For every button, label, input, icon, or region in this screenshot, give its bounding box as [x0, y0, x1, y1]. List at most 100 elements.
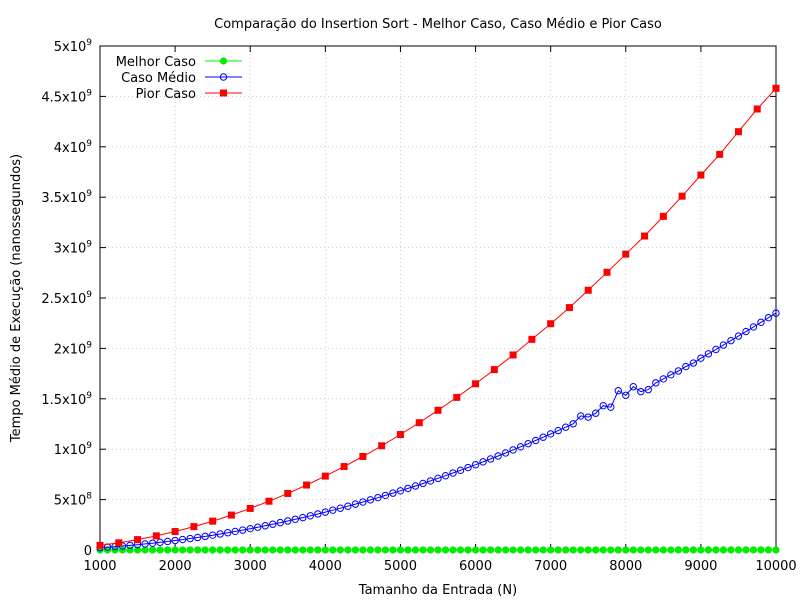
data-point	[531, 436, 540, 445]
data-point	[434, 546, 442, 554]
data-point	[351, 546, 359, 554]
data-point	[674, 367, 683, 375]
data-point	[246, 546, 254, 554]
x-tick-label: 9000	[684, 559, 717, 574]
data-point	[261, 546, 269, 554]
data-point	[209, 546, 217, 554]
data-point	[374, 493, 382, 502]
series-line	[99, 87, 777, 546]
data-point	[190, 523, 198, 531]
y-tick-label: 5x108	[54, 492, 93, 509]
data-point	[749, 323, 758, 331]
series-3	[96, 84, 780, 549]
data-point	[772, 546, 780, 554]
data-point	[178, 535, 187, 544]
grid	[100, 46, 776, 550]
data-point	[340, 463, 348, 471]
data-point	[682, 362, 690, 371]
data-point	[366, 546, 374, 554]
x-tick-label: 1000	[83, 559, 116, 574]
data-point	[539, 433, 547, 441]
data-point	[434, 474, 442, 483]
data-point	[753, 105, 761, 113]
data-point	[152, 532, 160, 540]
data-point	[171, 546, 179, 554]
data-point	[254, 546, 262, 554]
data-point	[501, 546, 510, 554]
data-point	[115, 539, 123, 547]
data-point	[164, 546, 172, 554]
series-1	[96, 546, 780, 554]
y-tick-label: 3.5x109	[41, 189, 92, 206]
data-point	[565, 304, 573, 312]
data-point	[742, 546, 750, 554]
data-point	[689, 546, 697, 554]
data-point	[434, 406, 442, 414]
data-point	[584, 413, 592, 421]
data-point	[284, 517, 292, 525]
data-point	[411, 482, 420, 490]
data-point	[697, 354, 705, 362]
data-point	[764, 313, 773, 322]
data-point	[223, 529, 232, 537]
x-tick-label: 2000	[159, 559, 192, 574]
y-tick-label: 4.5x109	[41, 88, 92, 105]
x-tick-label: 4000	[309, 559, 342, 574]
data-point	[321, 508, 330, 516]
data-point	[456, 466, 465, 475]
data-point	[719, 546, 728, 554]
data-point	[561, 423, 570, 431]
data-point	[291, 546, 299, 554]
data-point	[156, 546, 164, 554]
data-point	[381, 491, 390, 500]
legend-marker	[219, 73, 228, 81]
data-point	[637, 546, 645, 554]
data-point	[216, 546, 224, 554]
data-point	[471, 546, 480, 554]
data-point	[396, 546, 405, 554]
data-point	[378, 442, 386, 450]
data-point	[224, 546, 232, 554]
data-point	[622, 546, 630, 554]
data-point	[667, 371, 675, 379]
data-point	[486, 546, 495, 554]
data-point	[734, 546, 743, 554]
data-point	[716, 150, 724, 158]
data-point	[336, 504, 345, 512]
data-point	[486, 455, 495, 463]
data-point	[644, 385, 653, 394]
data-point	[592, 546, 600, 554]
data-point	[201, 532, 209, 541]
data-point	[449, 546, 457, 554]
data-point	[539, 546, 547, 554]
data-point	[201, 546, 209, 554]
plot-border	[99, 45, 777, 551]
data-point	[359, 498, 367, 506]
data-point	[764, 546, 773, 554]
data-point	[607, 403, 615, 411]
data-point	[584, 546, 592, 554]
data-point	[629, 546, 637, 554]
y-tick-label: 1.5x109	[41, 391, 92, 408]
data-point	[772, 309, 780, 317]
y-tick-label: 0	[84, 544, 92, 559]
data-point	[742, 327, 750, 336]
data-point	[426, 546, 435, 554]
data-point	[689, 359, 698, 367]
data-point	[704, 546, 713, 554]
data-point	[524, 546, 532, 554]
data-point	[453, 393, 461, 401]
data-point	[186, 534, 194, 543]
data-point	[303, 481, 311, 489]
data-point	[757, 318, 765, 326]
data-point	[291, 515, 299, 523]
data-point	[163, 537, 172, 546]
data-point	[652, 546, 660, 554]
data-point	[516, 443, 525, 451]
data-point	[126, 541, 134, 550]
data-point	[603, 268, 611, 276]
data-point	[209, 517, 217, 525]
data-point	[592, 409, 600, 417]
